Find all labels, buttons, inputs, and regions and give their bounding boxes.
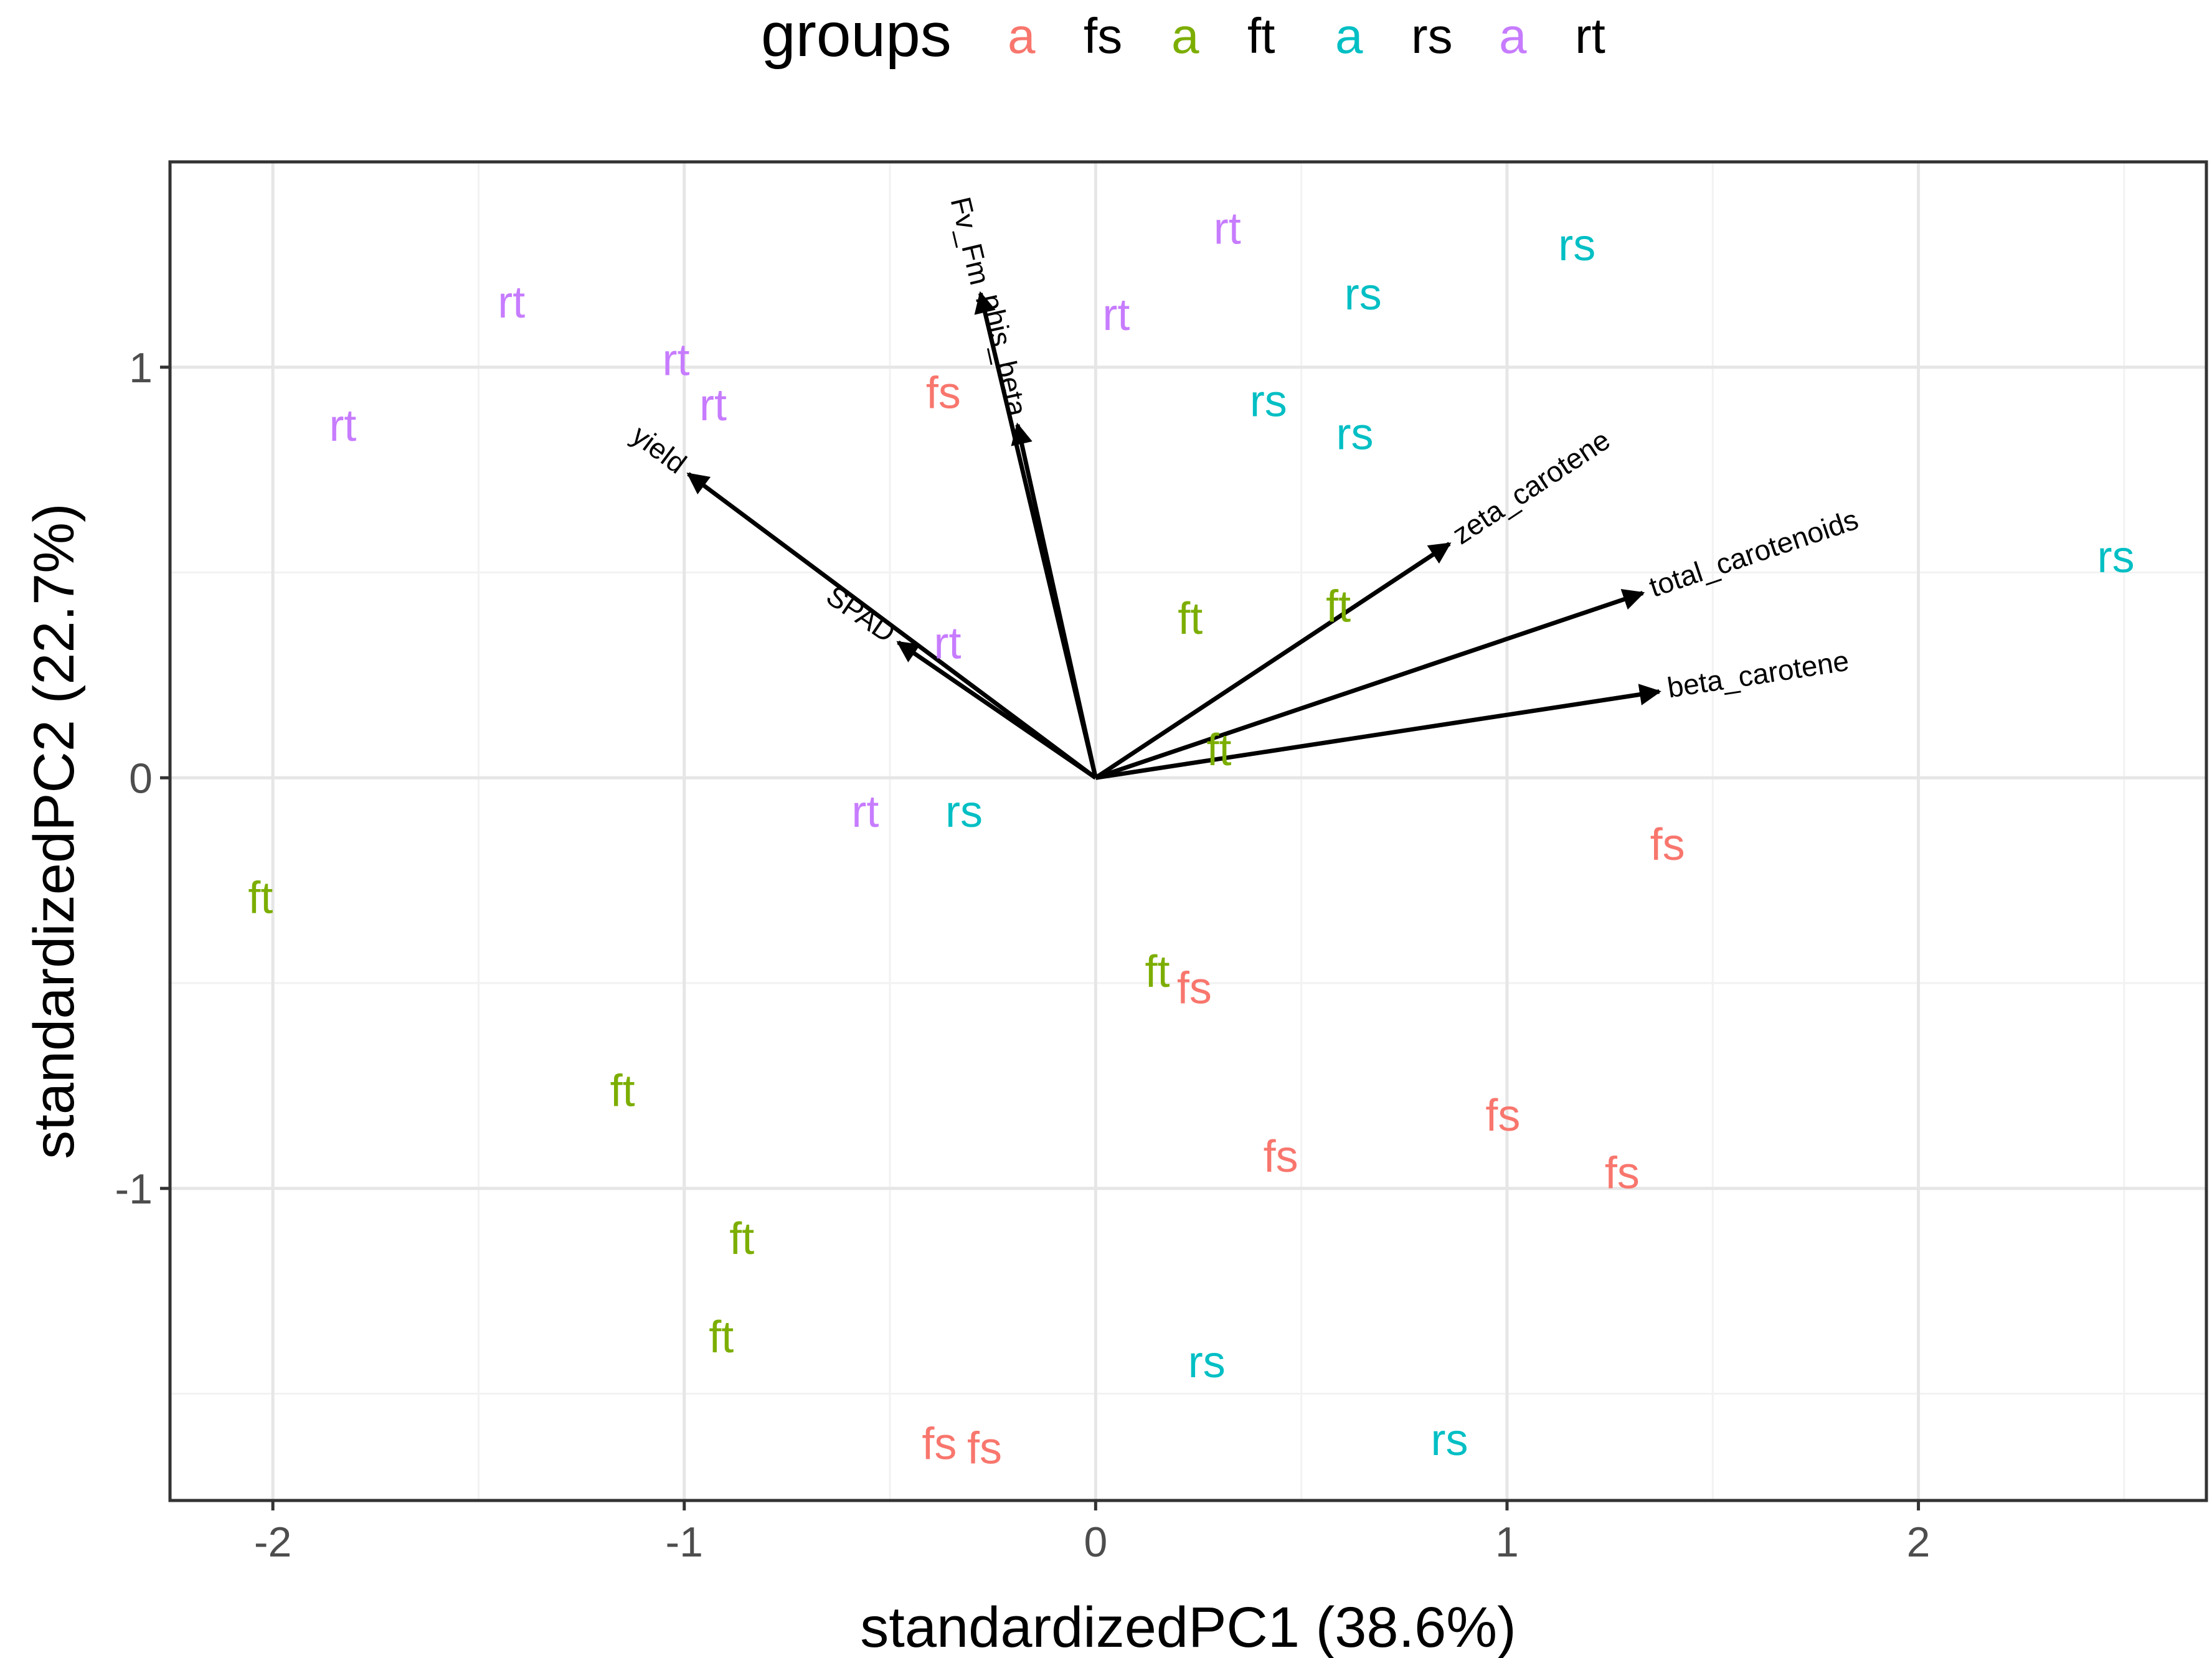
data-point-rs: rs — [1250, 377, 1287, 426]
legend-label: fs — [1084, 8, 1122, 64]
loading-arrow — [1094, 542, 1452, 780]
panel-border — [168, 160, 2208, 1502]
y-tick-label: -1 — [115, 1166, 153, 1213]
legend-label: ft — [1247, 8, 1275, 64]
x-tick-label: 0 — [1084, 1519, 1107, 1566]
legend-label: rs — [1411, 8, 1453, 64]
legend-entries: a fs a ft a rs a rt — [1008, 8, 1605, 64]
y-tick-label: 1 — [129, 344, 153, 392]
gridlines — [170, 162, 2206, 1500]
legend-entry-rt: a rt — [1499, 8, 1605, 64]
data-point-rs: rs — [1188, 1337, 1226, 1387]
x-tick-label: 1 — [1495, 1519, 1519, 1566]
y-tick-label: 0 — [129, 755, 153, 802]
data-point-ft: ft — [610, 1066, 635, 1116]
legend-entry-fs: a fs — [1008, 8, 1122, 64]
data-point-ft: ft — [1207, 725, 1232, 775]
x-axis-title: standardizedPC1 (38.6%) — [860, 1596, 1516, 1658]
data-point-fs: fs — [967, 1423, 1002, 1473]
x-axis: -2 -1 0 1 2 — [254, 1500, 1931, 1566]
data-point-rt: rt — [1214, 204, 1241, 254]
data-point-rt: rt — [329, 401, 356, 451]
y-axis: -1 0 1 — [115, 344, 170, 1213]
legend-entry-rs: a rs — [1335, 8, 1453, 64]
legend-label: rt — [1575, 8, 1605, 64]
data-point-rt: rt — [851, 787, 879, 837]
data-point-ft: ft — [1145, 947, 1170, 997]
data-point-fs: fs — [1605, 1148, 1640, 1198]
data-point-fs: fs — [1264, 1132, 1298, 1182]
data-point-ft: ft — [248, 874, 273, 923]
data-point-fs: fs — [922, 1420, 957, 1469]
y-axis-title: standardizedPC2 (22.7%) — [22, 503, 86, 1159]
data-point-ft: ft — [1178, 594, 1203, 644]
data-point-rs: rs — [1336, 409, 1374, 459]
data-point-rs: rs — [945, 787, 983, 837]
loading-arrow — [686, 472, 1097, 780]
legend-title: groups — [761, 0, 952, 70]
loading-arrow — [1095, 684, 1661, 780]
loading-arrow — [896, 640, 1097, 780]
x-tick-label: -2 — [254, 1519, 291, 1566]
data-point-rt: rt — [934, 619, 962, 669]
legend-key-glyph: a — [1008, 8, 1036, 64]
legend-entry-ft: a ft — [1171, 8, 1275, 64]
loading-arrow — [1095, 588, 1645, 780]
data-point-ft: ft — [709, 1312, 734, 1362]
data-point-rs: rs — [1558, 220, 1595, 270]
data-point-fs: fs — [1650, 820, 1685, 870]
data-point-rt: rt — [498, 278, 525, 327]
panel-background — [170, 162, 2206, 1500]
legend: groups a fs a ft a rs a rt — [761, 0, 1605, 70]
legend-key-glyph: a — [1335, 8, 1363, 64]
x-tick-label: -1 — [666, 1519, 703, 1566]
data-point-fs: fs — [1177, 964, 1212, 1014]
data-point-fs: fs — [926, 368, 961, 418]
data-point-rs: rs — [2097, 532, 2135, 582]
data-point-rs: rs — [1430, 1415, 1468, 1465]
data-point-ft: ft — [729, 1214, 754, 1264]
data-point-rt: rt — [663, 336, 690, 385]
data-point-fs: fs — [1485, 1091, 1520, 1141]
legend-key-glyph: a — [1499, 8, 1527, 64]
data-point-rt: rt — [1102, 290, 1130, 340]
legend-key-glyph: a — [1171, 8, 1199, 64]
plot-panel: yieldSPADFv_Fmphis_betazeta_carotenetota… — [168, 160, 2208, 1502]
data-point-rs: rs — [1345, 270, 1382, 319]
loading-arrow — [1011, 422, 1098, 779]
data-point-ft: ft — [1326, 582, 1351, 631]
data-point-rt: rt — [699, 380, 727, 430]
x-tick-label: 2 — [1907, 1519, 1931, 1566]
